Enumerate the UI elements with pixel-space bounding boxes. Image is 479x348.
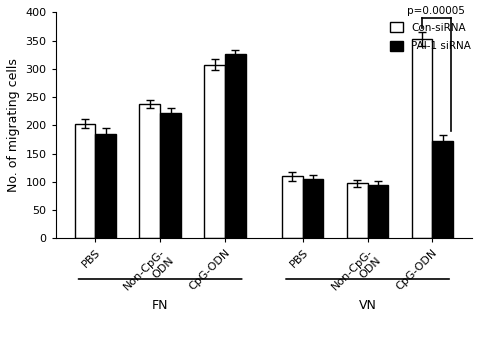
Bar <box>139 104 160 238</box>
Bar <box>282 176 303 238</box>
Text: FN: FN <box>152 299 169 313</box>
Bar <box>411 39 433 238</box>
Bar <box>95 134 116 238</box>
Bar <box>204 65 225 238</box>
Bar <box>433 141 453 238</box>
Bar <box>225 54 246 238</box>
Bar <box>160 113 181 238</box>
Bar <box>347 183 367 238</box>
Text: p=0.00005: p=0.00005 <box>407 6 465 16</box>
Text: VN: VN <box>359 299 376 313</box>
Bar <box>75 124 95 238</box>
Y-axis label: No. of migrating cells: No. of migrating cells <box>7 58 20 192</box>
Bar <box>303 179 323 238</box>
Legend: Con-siRNA, PAI-1 siRNA: Con-siRNA, PAI-1 siRNA <box>390 22 471 52</box>
Bar <box>367 185 388 238</box>
